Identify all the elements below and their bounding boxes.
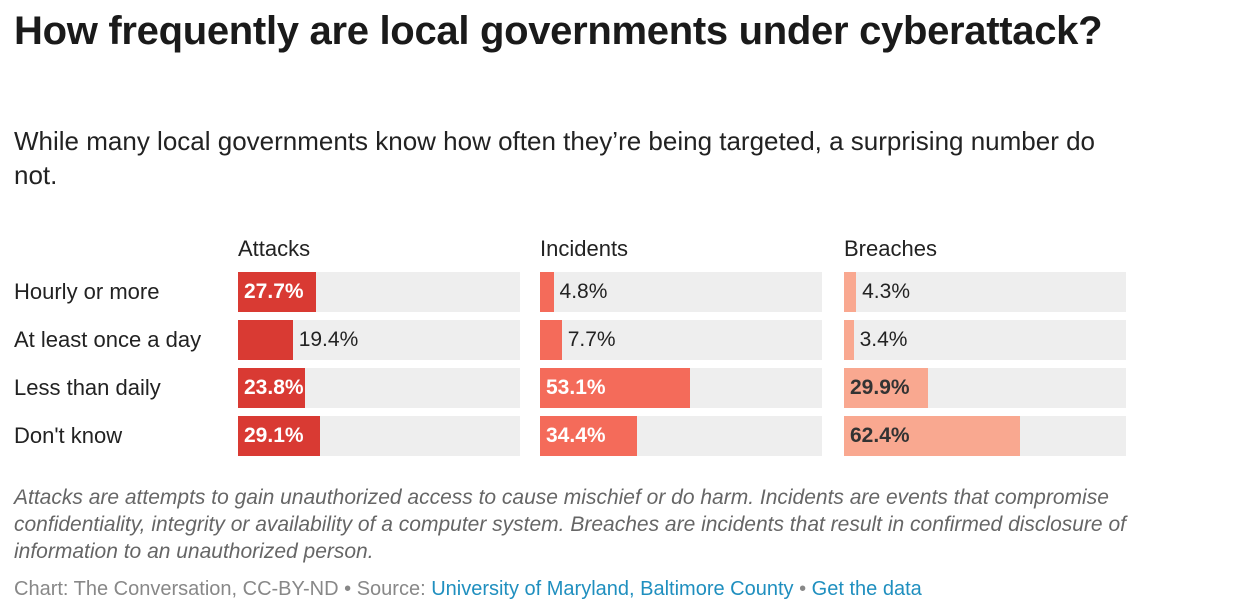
bar-incidents-less-than-daily xyxy=(540,368,690,408)
data-label: 23.8% xyxy=(244,376,304,399)
bar-incidents-hourly-or-more xyxy=(540,272,554,312)
bar-chart: Hourly or more At least once a day Less th… xyxy=(0,228,1236,468)
bar-track: 7.7% xyxy=(540,320,822,360)
chart-footer: Chart: The Conversation, CC-BY-ND • Sour… xyxy=(14,576,922,602)
data-label: 29.9% xyxy=(850,376,910,399)
bar-track: 19.4% xyxy=(238,320,520,360)
bar-attacks-less-than-daily xyxy=(238,368,306,408)
bar-track: 62.4% xyxy=(844,416,1126,456)
data-label: 34.4% xyxy=(546,424,606,447)
data-label: 3.4% xyxy=(859,328,908,351)
bar-track: 4.3% xyxy=(844,272,1126,312)
bar-track: 34.4% xyxy=(540,416,822,456)
bar-track: 29.9% xyxy=(844,368,1126,408)
data-label: 4.8% xyxy=(559,280,608,303)
source-link[interactable]: University of Maryland, Baltimore County xyxy=(431,578,794,600)
bar-attacks-at-least-once-a-day xyxy=(238,320,293,360)
chart-notes: Attacks are attempts to gain unauthorize… xyxy=(14,486,1126,563)
row-label-hourly-or-more: Hourly or more xyxy=(14,279,160,304)
bar-track: 3.4% xyxy=(844,320,1126,360)
row-label-at-least-once-a-day: At least once a day xyxy=(14,327,202,352)
data-label: 4.3% xyxy=(862,280,910,303)
row-label-don-t-know: Don't know xyxy=(14,423,123,448)
data-label: 19.4% xyxy=(298,328,359,351)
row-label-less-than-daily: Less than daily xyxy=(14,375,161,400)
series-header-attacks: Attacks xyxy=(238,236,311,261)
bar-breaches-hourly-or-more xyxy=(844,272,857,312)
series-header-breaches: Breaches xyxy=(844,236,937,261)
bar-attacks-hourly-or-more xyxy=(238,272,317,312)
bar-track: 27.7% xyxy=(238,272,520,312)
source-label: Source: xyxy=(356,578,432,600)
data-label: 29.1% xyxy=(244,424,304,447)
bar-incidents-don-t-know xyxy=(540,416,637,456)
data-label: 53.1% xyxy=(546,376,606,399)
data-label: 7.7% xyxy=(567,328,616,351)
chart-title: How frequently are local governments und… xyxy=(14,9,1103,53)
bar-track: 53.1% xyxy=(540,368,822,408)
bar-attacks-don-t-know xyxy=(238,416,321,456)
bar-breaches-don-t-know xyxy=(844,416,1020,456)
bar-track: 4.8% xyxy=(540,272,822,312)
data-label: 27.7% xyxy=(244,280,304,303)
series-header-incidents: Incidents xyxy=(540,236,629,261)
data-label: 62.4% xyxy=(850,424,910,447)
bar-track: 23.8% xyxy=(238,368,520,408)
bar-breaches-at-least-once-a-day xyxy=(844,320,854,360)
bar-track: 29.1% xyxy=(238,416,520,456)
bar-breaches-less-than-daily xyxy=(844,368,929,408)
footer-separator: • xyxy=(338,578,357,600)
chart-subtitle: While many local governments know how of… xyxy=(14,126,1096,190)
footer-separator-2: • xyxy=(793,578,812,600)
credit-text: Chart: The Conversation, CC-BY-ND xyxy=(14,578,339,600)
get-data-link[interactable]: Get the data xyxy=(811,578,922,600)
bar-incidents-at-least-once-a-day xyxy=(540,320,562,360)
